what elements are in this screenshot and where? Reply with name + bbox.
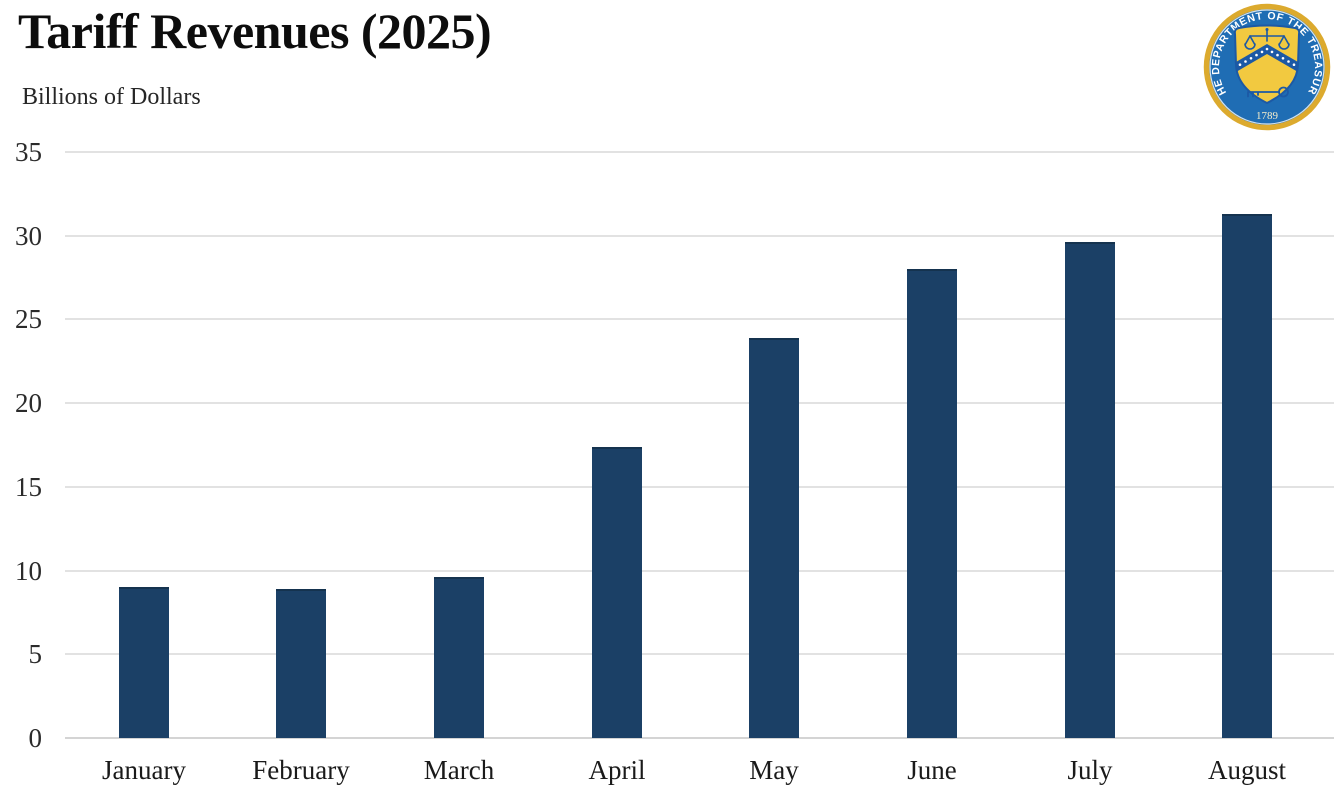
- gridline-0: [65, 737, 1334, 739]
- seal-year-text: 1789: [1256, 110, 1279, 122]
- chevron-stars: [1238, 47, 1296, 66]
- x-axis-label-july: July: [1067, 755, 1113, 785]
- gridline-5: [65, 653, 1334, 655]
- y-axis-tick-label: 10: [15, 556, 42, 586]
- gridline-15: [65, 486, 1334, 488]
- y-axis-tick-label: 0: [28, 723, 43, 753]
- seal-inner-ring: [1209, 9, 1325, 125]
- x-axis-label-february: February: [252, 755, 350, 785]
- gridline-20: [65, 402, 1334, 404]
- x-axis-label-june: June: [907, 755, 957, 785]
- bar-march: [434, 577, 484, 738]
- bar-august: [1222, 214, 1272, 738]
- x-axis-label-august: August: [1207, 755, 1286, 785]
- y-axis-tick-label: 35: [15, 137, 42, 167]
- bar-april: [592, 447, 642, 738]
- seal-shield-group: [1233, 24, 1301, 105]
- gridline-10: [65, 570, 1334, 572]
- x-axis-label-april: April: [588, 755, 646, 785]
- scales-of-justice-icon: [1244, 28, 1290, 50]
- bar-may: [749, 338, 799, 738]
- shield-icon: [1233, 24, 1301, 105]
- page-title: Tariff Revenues (2025): [18, 3, 492, 59]
- gridline-25: [65, 318, 1334, 320]
- key-icon: [1247, 86, 1289, 98]
- y-axis-tick-label: 30: [15, 221, 42, 251]
- bar-february: [276, 589, 326, 738]
- bar-june: [907, 269, 957, 738]
- bar-january: [119, 587, 169, 738]
- y-axis-tick-label: 5: [28, 639, 43, 669]
- y-axis-tick-label: 20: [15, 388, 42, 418]
- gridline-30: [65, 235, 1334, 237]
- gridline-35: [65, 151, 1334, 153]
- treasury-seal-icon: THE DEPARTMENT OF THE TREASURY: [1203, 3, 1331, 131]
- x-axis-label-january: January: [102, 755, 186, 785]
- x-axis-label-march: March: [423, 755, 495, 785]
- x-axis-label-may: May: [749, 755, 799, 785]
- y-axis-tick-label: 25: [15, 304, 42, 334]
- chart-ylabel-subtitle: Billions of Dollars: [22, 84, 201, 110]
- bar-july: [1065, 242, 1115, 738]
- y-axis-tick-label: 15: [15, 472, 42, 502]
